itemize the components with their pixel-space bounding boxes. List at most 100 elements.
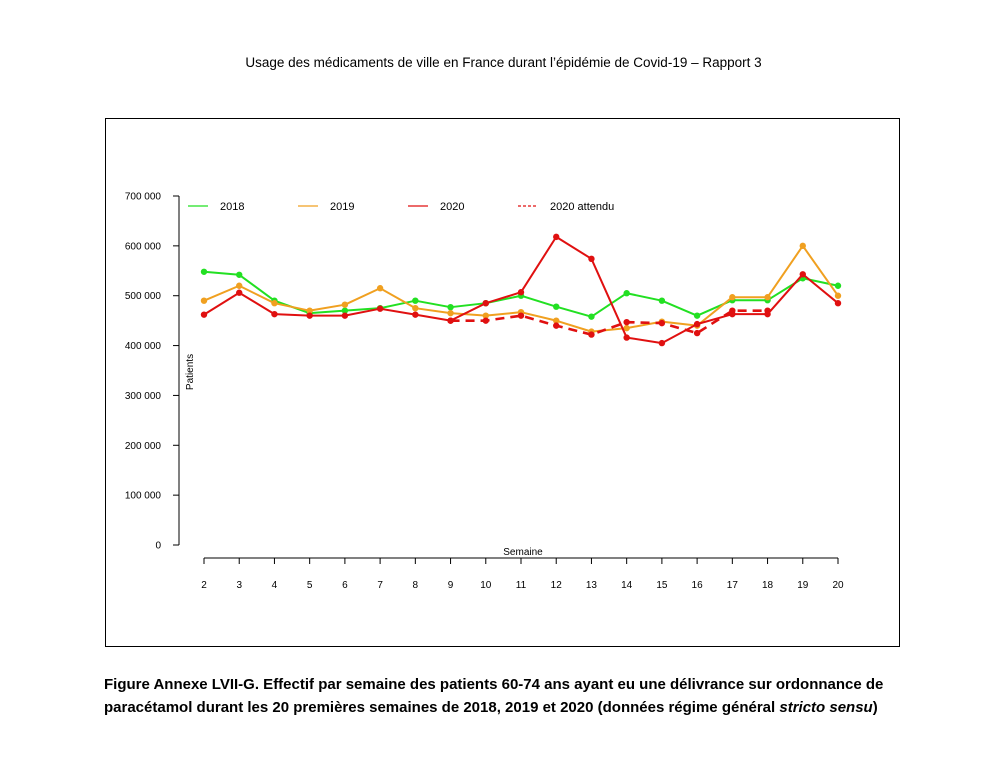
data-point	[200, 268, 208, 275]
legend-label: 2019	[330, 201, 354, 213]
data-point	[412, 311, 419, 318]
x-tick-label: 7	[377, 580, 383, 591]
data-point	[271, 310, 278, 318]
x-tick-label: 5	[307, 580, 313, 591]
data-point	[517, 312, 525, 319]
legend-item: 2019	[298, 201, 354, 213]
x-tick-label: 20	[832, 580, 844, 591]
data-point	[447, 303, 454, 311]
line-chart: 0 100 000 200 000 300 000 400 000 500 000 600 …	[125, 192, 844, 592]
data-point	[588, 331, 595, 338]
data-point	[482, 299, 489, 307]
data-point	[236, 271, 243, 278]
data-point	[412, 304, 419, 312]
data-point	[623, 318, 630, 326]
data-point	[482, 312, 489, 319]
data-point	[658, 297, 666, 304]
data-point	[341, 312, 349, 319]
data-point	[799, 242, 806, 250]
legend-item: 2018	[188, 201, 244, 213]
y-tick-label: 100 000	[125, 491, 162, 502]
series-2019	[200, 242, 842, 335]
x-tick-label: 2	[201, 580, 207, 591]
data-point	[693, 312, 701, 319]
series-2020-attendu	[447, 307, 771, 338]
y-tick-label: 700 000	[125, 192, 162, 203]
data-point	[376, 305, 384, 312]
y-tick-label: 0	[155, 541, 161, 552]
x-tick-label: 6	[342, 580, 348, 591]
data-point	[623, 324, 630, 332]
data-point	[799, 271, 806, 278]
data-point	[553, 322, 560, 329]
x-tick-label: 10	[480, 580, 492, 591]
data-point	[200, 311, 208, 318]
data-point	[729, 294, 736, 301]
data-point	[623, 334, 630, 341]
data-point	[553, 233, 560, 241]
data-point	[306, 312, 313, 319]
caption-main: Figure Annexe LVII-G. Effectif par semai…	[104, 676, 884, 716]
data-point	[200, 297, 208, 304]
x-tick-label: 14	[621, 580, 633, 591]
chart-frame: 0 100 000 200 000 300 000 400 000 500 000 600 …	[105, 118, 900, 647]
page-header: Usage des médicaments de ville en France…	[245, 55, 762, 70]
data-point	[553, 303, 560, 310]
legend-label: 2020 attendu	[550, 201, 614, 213]
data-point	[341, 301, 349, 308]
caption-italic: stricto sensu	[779, 699, 873, 716]
x-tick-label: 15	[656, 580, 668, 591]
caption-end: )	[872, 699, 878, 716]
data-point	[764, 294, 771, 301]
legend: 2018 2019 2020 2020 attendu	[188, 201, 614, 213]
legend-label: 2018	[220, 201, 244, 213]
x-axis-title: Semaine	[503, 547, 543, 558]
x-tick-label: 13	[586, 580, 598, 591]
data-point	[764, 310, 771, 318]
x-tick-label: 4	[272, 580, 278, 591]
x-tick-label: 12	[551, 580, 563, 591]
y-tick-label: 400 000	[125, 341, 162, 352]
y-tick-label: 600 000	[125, 241, 162, 252]
y-tick-label: 200 000	[125, 441, 162, 452]
y-axis-title: Patients	[185, 354, 196, 390]
data-point	[482, 317, 489, 324]
x-axis: 2 3 4 5 6 7 8 9 10 11 12 13 14 15 16 17 18 19 20	[201, 557, 844, 591]
data-point	[271, 299, 278, 307]
data-point	[658, 339, 666, 347]
x-tick-label: 16	[692, 580, 704, 591]
data-point	[693, 320, 701, 328]
series-2020	[200, 233, 842, 347]
y-tick-label: 300 000	[125, 391, 162, 402]
data-point	[658, 319, 666, 327]
data-point	[376, 285, 384, 292]
y-axis: 0 100 000 200 000 300 000 400 000 500 000 600 …	[125, 192, 180, 552]
x-tick-label: 19	[797, 580, 809, 591]
x-tick-label: 17	[727, 580, 739, 591]
data-point	[588, 255, 595, 263]
figure-caption: Figure Annexe LVII-G. Effectif par semai…	[104, 673, 904, 719]
data-point	[834, 292, 842, 299]
legend-item: 2020 attendu	[518, 201, 614, 213]
data-point	[693, 329, 701, 337]
x-tick-label: 8	[413, 580, 419, 591]
data-point	[236, 282, 243, 289]
data-point	[236, 289, 243, 296]
legend-item: 2020	[408, 201, 464, 213]
x-tick-label: 11	[516, 580, 527, 591]
data-point	[447, 309, 454, 317]
series-layer	[200, 233, 842, 347]
legend-label: 2020	[440, 201, 464, 213]
data-point	[553, 317, 560, 324]
data-point	[306, 307, 313, 314]
x-tick-label: 3	[236, 580, 242, 591]
data-point	[834, 282, 842, 289]
x-tick-label: 9	[448, 580, 454, 591]
data-point	[341, 307, 349, 314]
data-point	[517, 289, 525, 296]
data-point	[834, 299, 842, 307]
y-tick-label: 500 000	[125, 291, 162, 302]
x-tick-label: 18	[762, 580, 774, 591]
data-point	[412, 297, 419, 304]
data-point	[729, 310, 736, 318]
